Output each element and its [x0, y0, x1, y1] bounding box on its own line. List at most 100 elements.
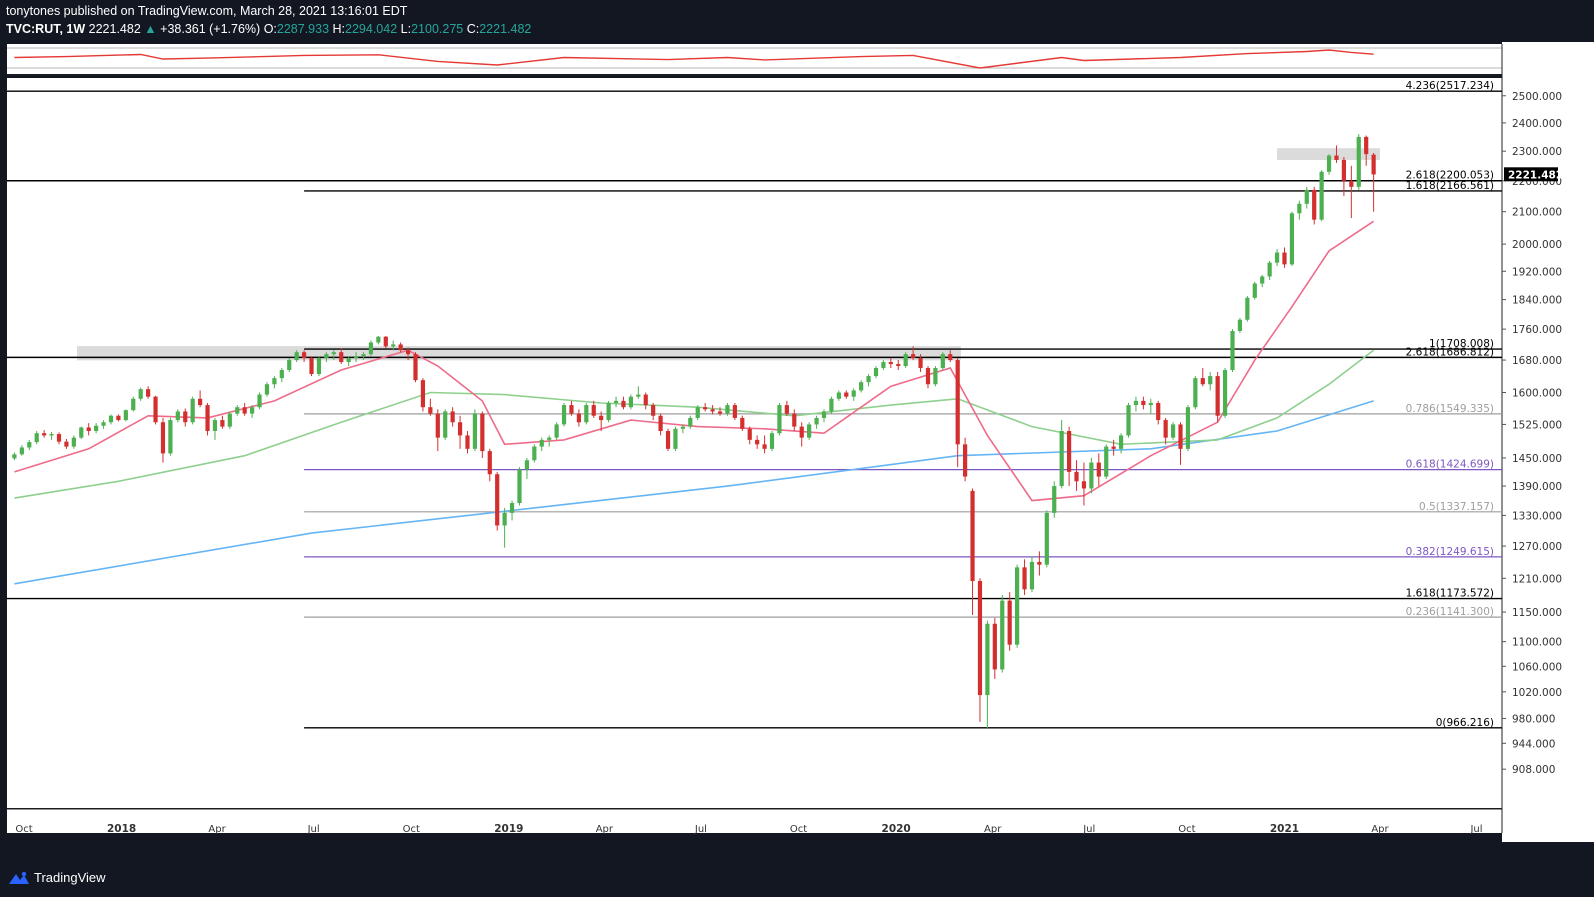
- candle: [450, 411, 455, 423]
- price-tick-label: 1210.000: [1512, 573, 1562, 585]
- candle: [153, 396, 158, 423]
- candle: [799, 426, 804, 438]
- candle: [584, 405, 589, 423]
- price-tick-label: 908.000: [1512, 764, 1555, 776]
- symbol-name[interactable]: TVC:RUT, 1W: [6, 22, 86, 36]
- candle: [881, 362, 886, 369]
- candle: [1081, 481, 1087, 489]
- last-price-tag: [1504, 167, 1558, 182]
- fib-level-label: 0(966.216): [1436, 717, 1494, 729]
- candle: [940, 354, 945, 369]
- candle: [346, 358, 351, 363]
- candle: [948, 354, 953, 361]
- candle: [547, 437, 552, 440]
- candle: [599, 415, 604, 421]
- candle: [836, 392, 841, 399]
- candle: [591, 405, 596, 416]
- last-price: 2221.482: [88, 22, 141, 36]
- candle: [1111, 446, 1116, 449]
- candle: [1007, 600, 1012, 645]
- price-tick-label: 1330.000: [1512, 510, 1562, 522]
- candle: [1349, 180, 1354, 187]
- candle: [287, 360, 292, 371]
- candle: [658, 415, 663, 431]
- candle: [1148, 402, 1153, 406]
- candle: [361, 354, 366, 357]
- candle: [740, 417, 745, 429]
- price-tick-label: 1060.000: [1512, 661, 1562, 673]
- candle: [443, 411, 448, 438]
- candle: [383, 336, 388, 347]
- candle: [205, 405, 210, 431]
- candle: [1156, 402, 1161, 421]
- candle: [829, 398, 834, 412]
- candle: [985, 623, 990, 696]
- candle: [420, 380, 426, 408]
- candle: [1364, 136, 1369, 155]
- candle: [472, 413, 478, 449]
- price-tick-label: 2100.000: [1512, 207, 1562, 219]
- time-axis-label: Apr: [596, 824, 614, 835]
- price-chart[interactable]: 4.236(2517.234) 2.618(2200.053)1.618(2166…: [0, 42, 1594, 859]
- candle: [49, 434, 54, 436]
- time-axis-label: Apr: [984, 824, 1002, 835]
- candle: [866, 376, 871, 383]
- candle: [732, 405, 737, 418]
- candle: [1089, 462, 1094, 489]
- candle: [316, 358, 322, 375]
- candle: [413, 354, 418, 381]
- candle: [1104, 446, 1109, 477]
- price-tick-label: 1450.000: [1512, 453, 1562, 465]
- time-axis-label: 2018: [107, 823, 136, 835]
- fib-level-label: 0.786(1549.335): [1406, 403, 1494, 415]
- candle: [272, 378, 277, 385]
- price-tick-label: 1100.000: [1512, 637, 1562, 649]
- high-label: H:: [332, 22, 346, 36]
- candle: [925, 368, 931, 385]
- candle: [324, 354, 329, 359]
- candle: [888, 362, 893, 365]
- candle: [769, 433, 775, 449]
- tradingview-logo-icon[interactable]: [8, 870, 30, 886]
- candle: [509, 503, 515, 513]
- candle: [1000, 600, 1005, 670]
- time-axis-label: Oct: [1178, 824, 1195, 835]
- candle: [873, 368, 879, 377]
- candle: [1237, 319, 1243, 332]
- fib-level-label: 4.236(2517.234): [1406, 80, 1494, 92]
- candle: [1126, 405, 1131, 436]
- candle: [1245, 297, 1250, 320]
- fib-level-label: 0.618(1424.699): [1406, 459, 1494, 471]
- price-tick-label: 1525.000: [1512, 419, 1562, 431]
- price-change: +38.361 (+1.76%): [160, 22, 261, 36]
- price-tick-label: 1920.000: [1512, 266, 1562, 278]
- candle: [1326, 155, 1332, 172]
- candle: [264, 384, 270, 395]
- candle: [465, 435, 470, 449]
- candle: [339, 352, 344, 363]
- candle: [487, 451, 492, 475]
- time-axis-label: Oct: [15, 824, 32, 835]
- candle: [183, 411, 188, 423]
- candle: [1185, 407, 1191, 449]
- price-pane-background: [7, 78, 1502, 808]
- candle: [1371, 154, 1376, 175]
- ema-fast-line: [14, 220, 1375, 502]
- candle: [725, 405, 730, 414]
- high-value: 2294.042: [345, 22, 398, 36]
- candle: [621, 400, 626, 408]
- fib-level-label: 0.236(1141.300): [1406, 606, 1494, 618]
- candle: [1215, 376, 1220, 416]
- tradingview-brand[interactable]: TradingView: [34, 870, 106, 885]
- published-line: tonytones published on TradingView.com, …: [6, 4, 408, 18]
- candle: [643, 394, 648, 406]
- candle: [79, 427, 84, 438]
- candle: [561, 405, 567, 425]
- time-axis-background: [7, 809, 1502, 833]
- fib-level-label: 0.382(1249.615): [1406, 546, 1494, 558]
- chart-area[interactable]: 4.236(2517.234) 2.618(2200.053) 1.618(2166…: [0, 42, 1594, 859]
- candle: [198, 398, 203, 406]
- candle: [227, 413, 232, 427]
- candle: [1230, 331, 1235, 371]
- close-label: C:: [466, 22, 480, 36]
